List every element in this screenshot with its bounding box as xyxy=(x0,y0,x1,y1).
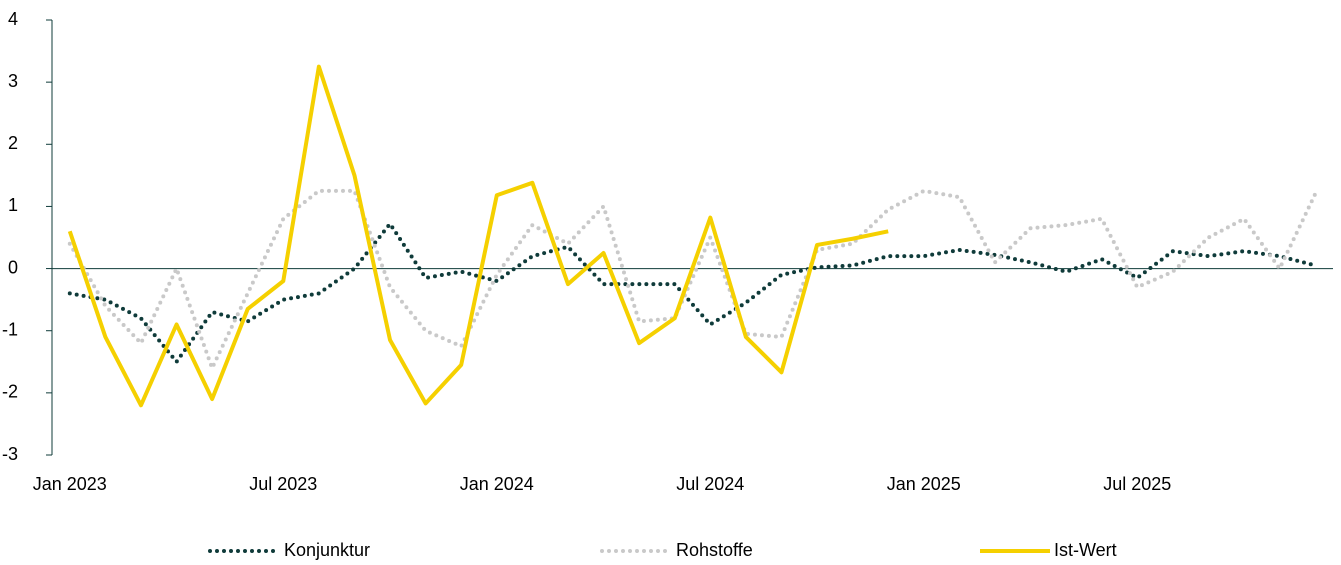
series-line xyxy=(67,220,1318,366)
x-tick-label: Jul 2024 xyxy=(676,474,744,494)
legend-label: Rohstoffe xyxy=(676,540,753,560)
x-tick-label: Jan 2025 xyxy=(887,474,961,494)
legend-label: Ist-Wert xyxy=(1054,540,1117,560)
y-tick-label: -2 xyxy=(2,382,18,402)
x-tick-label: Jan 2023 xyxy=(33,474,107,494)
y-tick-label: 2 xyxy=(8,133,18,153)
x-tick-label: Jan 2024 xyxy=(460,474,534,494)
series-line xyxy=(67,64,889,408)
x-tick-label: Jul 2025 xyxy=(1103,474,1171,494)
y-tick-label: 1 xyxy=(8,195,18,215)
legend-label: Konjunktur xyxy=(284,540,370,560)
y-tick-label: -1 xyxy=(2,319,18,339)
y-tick-label: -3 xyxy=(2,444,18,464)
y-tick-label: 3 xyxy=(8,71,18,91)
y-tick-label: 0 xyxy=(8,257,18,277)
y-tick-label: 4 xyxy=(8,9,18,29)
x-tick-label: Jul 2023 xyxy=(249,474,317,494)
series-line xyxy=(67,188,1318,374)
